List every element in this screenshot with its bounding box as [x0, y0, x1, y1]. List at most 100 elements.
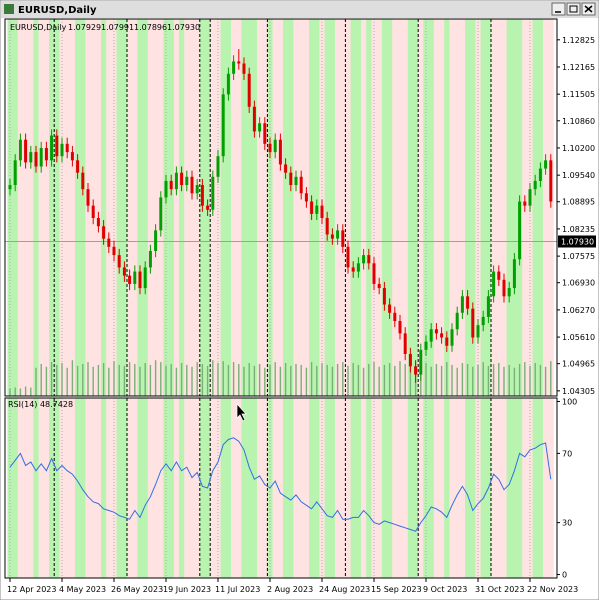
minimize-button[interactable] [551, 2, 566, 16]
session-band [340, 398, 346, 578]
session-band [444, 398, 450, 578]
candle-body [65, 143, 69, 153]
session-band [350, 19, 357, 396]
session-band [283, 398, 289, 578]
session-band [38, 398, 45, 578]
candle-body [148, 250, 152, 268]
title-bar [1, 1, 598, 18]
candle-body [315, 205, 319, 214]
y-tick-label: 1.05610 [562, 333, 595, 342]
candle-body [81, 172, 85, 190]
candle-body [502, 279, 506, 297]
candle-body [91, 205, 95, 219]
candle-body [440, 333, 444, 338]
close-glyph [584, 5, 593, 13]
session-band [132, 19, 138, 396]
session-band [251, 398, 258, 578]
session-band [168, 19, 175, 396]
session-band [470, 398, 476, 578]
session-band [475, 19, 481, 396]
session-band [142, 398, 149, 578]
session-band [418, 398, 424, 578]
session-band [511, 398, 518, 578]
x-tick-label: 4 May 2023 [59, 585, 106, 594]
candle-body [60, 143, 64, 157]
candle-body [200, 185, 204, 206]
session-band [137, 398, 143, 578]
candle-body [304, 193, 308, 202]
y-tick-label: 100 [562, 397, 577, 406]
candle-body [528, 189, 532, 206]
candle-body [424, 341, 428, 350]
x-tick-label: 12 Apr 2023 [7, 585, 56, 594]
session-band [64, 398, 71, 578]
candle-body [96, 218, 100, 227]
candle-body [174, 172, 178, 190]
session-band [75, 398, 81, 578]
session-band [407, 19, 414, 396]
session-band [257, 398, 263, 578]
candle-body [55, 135, 59, 157]
session-band [262, 19, 268, 396]
session-band [506, 398, 513, 578]
session-band [59, 19, 65, 396]
session-band [142, 19, 149, 396]
candle-body [159, 197, 163, 231]
session-band [101, 19, 107, 396]
session-band [251, 19, 258, 396]
session-band [225, 398, 232, 578]
session-band [366, 19, 372, 396]
session-band [361, 19, 367, 396]
session-band [329, 398, 336, 578]
y-tick-label: 1.04965 [562, 360, 595, 369]
y-tick-label: 1.10860 [562, 117, 595, 126]
candle-body [289, 172, 293, 186]
session-band [428, 19, 435, 396]
candle-body [533, 180, 537, 190]
candle-body [50, 135, 54, 161]
x-tick-label: 26 May 2023 [111, 585, 163, 594]
session-band [397, 398, 403, 578]
candle-body [403, 333, 407, 354]
session-band [329, 19, 336, 396]
session-band [28, 19, 34, 396]
session-band [231, 398, 237, 578]
session-band [402, 19, 409, 396]
window-buttons[interactable] [551, 2, 596, 16]
session-band [491, 398, 497, 578]
session-band [387, 19, 393, 396]
session-band [324, 398, 331, 578]
session-band [459, 19, 466, 396]
candle-body [117, 255, 121, 268]
session-band [324, 19, 331, 396]
session-band [413, 398, 419, 578]
candle-body [362, 255, 366, 264]
session-band [137, 19, 143, 396]
session-band [496, 398, 502, 578]
x-tick-label: 22 Nov 2023 [527, 585, 578, 594]
session-band [147, 398, 154, 578]
candle-body [18, 139, 22, 161]
session-band [189, 398, 195, 578]
x-tick-label: 31 Oct 2023 [475, 585, 524, 594]
maximize-button[interactable] [566, 2, 581, 16]
session-band [501, 19, 507, 396]
session-band [220, 19, 227, 396]
session-band [340, 19, 346, 396]
session-band [184, 19, 190, 396]
x-tick-label: 19 Jun 2023 [163, 585, 211, 594]
candle-body [273, 139, 277, 153]
candle-body [44, 147, 48, 161]
candle-body [455, 312, 459, 330]
candle-body [247, 73, 251, 107]
session-band [236, 398, 242, 578]
candle-body [164, 180, 168, 198]
session-band [173, 19, 180, 396]
candle-body [284, 164, 288, 173]
candle-body [268, 143, 272, 153]
session-band [366, 398, 372, 578]
session-band [28, 398, 34, 578]
candle-body [320, 205, 324, 219]
candle-body [445, 337, 449, 346]
session-band [17, 19, 24, 396]
